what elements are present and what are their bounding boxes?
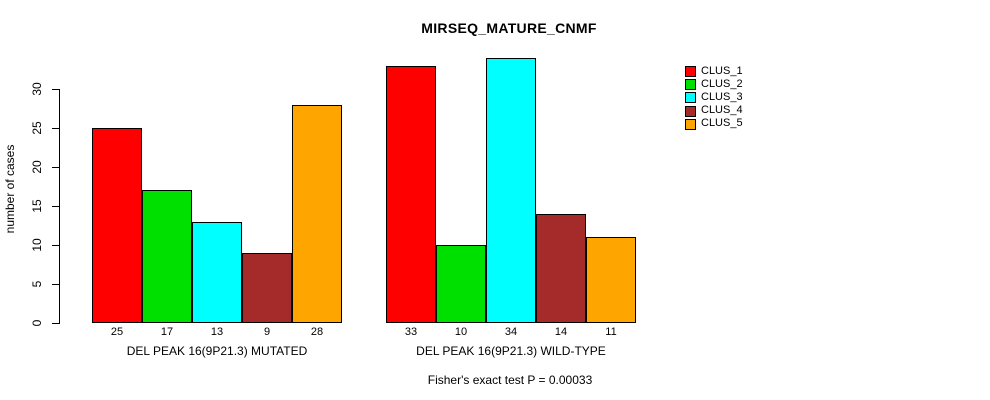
y-tick-label-text: 15 (30, 199, 44, 213)
y-tick-label-text: 30 (30, 82, 44, 96)
bar-clus_2-group1 (142, 190, 192, 323)
legend-label-clus_4: CLUS_4 (701, 104, 743, 117)
bar-value-label: 10 (454, 326, 468, 338)
y-tick-mark (52, 127, 59, 129)
legend-swatch-clus_4 (685, 105, 696, 117)
chart-title: MIRSEQ_MATURE_CNMF (421, 20, 597, 36)
bar-clus_5-group2 (586, 237, 636, 323)
y-tick-label-text: 25 (30, 121, 44, 135)
legend-label-clus_1: CLUS_1 (701, 64, 743, 77)
bar-clus_3-group1 (192, 222, 242, 323)
bar-clus_2-group2 (436, 245, 486, 323)
y-tick-label-text: 10 (30, 238, 44, 252)
y-axis-line (59, 89, 60, 324)
y-tick-mark (52, 322, 59, 324)
y-tick-mark (52, 244, 59, 246)
legend-label-clus_2: CLUS_2 (701, 77, 743, 90)
y-tick-mark (52, 88, 59, 90)
y-tick-label-text: 0 (30, 319, 44, 327)
bar-value-label: 25 (110, 326, 124, 338)
bar-value-label: 11 (605, 326, 617, 338)
bar-value-label: 14 (554, 326, 568, 338)
y-tick-label-text: 5 (30, 280, 44, 288)
y-tick-mark (52, 166, 59, 168)
bar-clus_1-group2 (386, 66, 436, 323)
bar-clus_3-group2 (486, 58, 536, 323)
bar-value-label: 13 (210, 326, 224, 338)
bar-value-label: 17 (160, 326, 174, 338)
bar-clus_4-group1 (242, 253, 292, 323)
bar-value-label: 9 (263, 326, 271, 338)
legend-swatch-clus_3 (685, 92, 696, 104)
legend-label-clus_5: CLUS_5 (701, 117, 743, 130)
group-label-1: DEL PEAK 16(9P21.3) MUTATED (126, 344, 308, 358)
bar-clus_5-group1 (292, 105, 342, 323)
bar-clus_1-group1 (92, 128, 142, 323)
y-tick-mark (52, 205, 59, 207)
y-axis-label: number of cases (3, 144, 17, 234)
y-tick-label-text: 20 (30, 160, 44, 174)
legend-swatch-clus_5 (685, 118, 696, 130)
bar-value-label: 28 (310, 326, 324, 338)
y-tick-mark (52, 283, 59, 285)
legend-swatch-clus_2 (685, 79, 696, 91)
bar-value-label: 33 (404, 326, 418, 338)
fisher-test-annotation: Fisher's exact test P = 0.00033 (427, 373, 593, 387)
legend-label-clus_3: CLUS_3 (701, 90, 743, 103)
legend-swatch-clus_1 (685, 66, 696, 77)
bar-clus_4-group2 (536, 214, 586, 323)
group-label-2: DEL PEAK 16(9P21.3) WILD-TYPE (416, 344, 606, 358)
bar-value-label: 34 (504, 326, 518, 338)
